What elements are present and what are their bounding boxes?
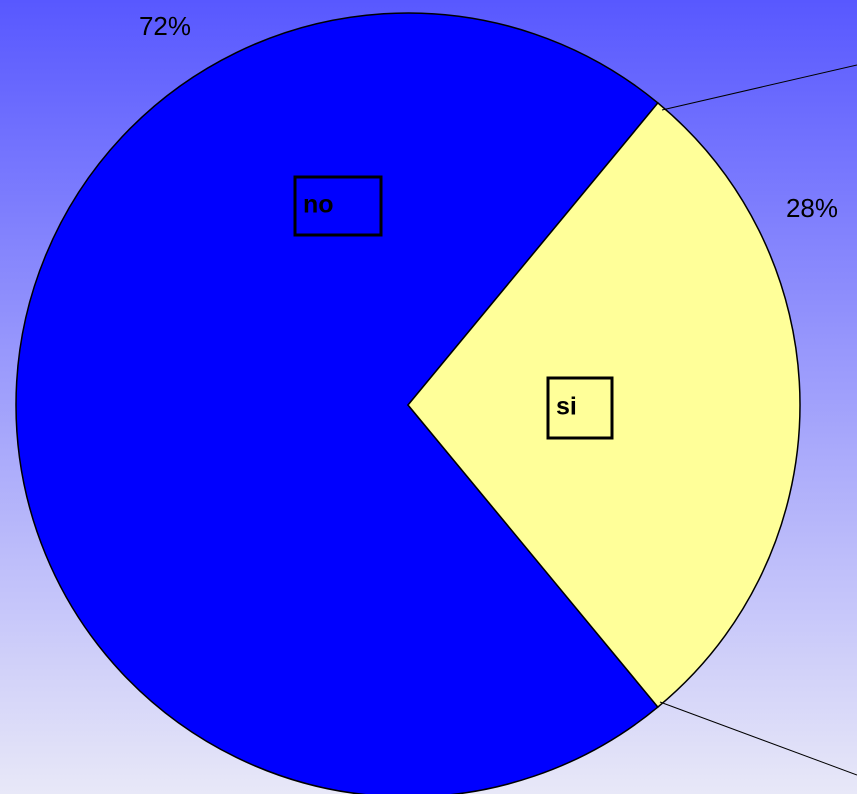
pie-slice <box>15 12 659 794</box>
slice-label-box <box>546 376 614 440</box>
slice-label: no <box>303 191 334 219</box>
pie <box>15 12 801 794</box>
labels: no 72% si 28% <box>139 11 838 440</box>
value-label: 72% <box>139 11 191 41</box>
value-label: 28% <box>786 193 838 223</box>
pie-slice <box>407 101 801 709</box>
slice-label-box <box>293 175 383 237</box>
leader-line <box>661 64 857 111</box>
leader-line <box>659 701 857 776</box>
slice-label: si <box>556 393 577 421</box>
